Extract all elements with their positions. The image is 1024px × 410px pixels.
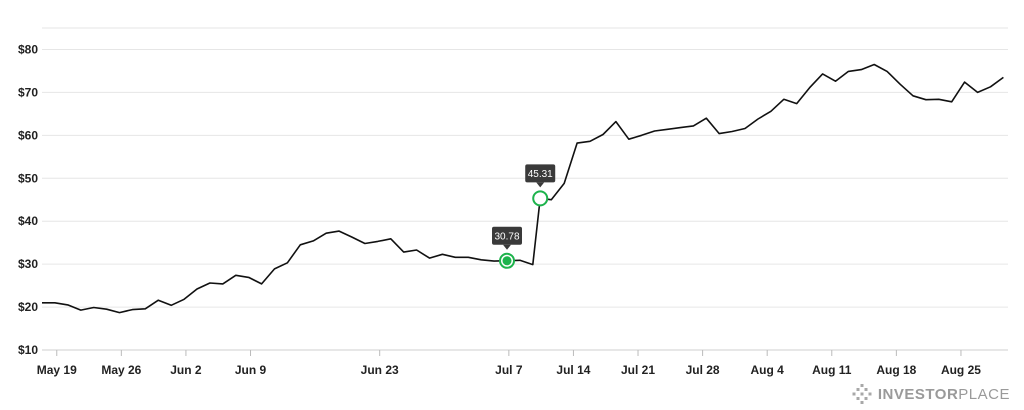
callout-label: 45.31 xyxy=(528,169,553,180)
x-tick-label: Aug 18 xyxy=(876,363,916,377)
x-tick-label: Jul 7 xyxy=(495,363,523,377)
x-tick-label: May 26 xyxy=(101,363,141,377)
callout-box xyxy=(525,164,556,183)
price-series xyxy=(42,63,1004,314)
x-tick-label: Jun 23 xyxy=(361,363,399,377)
entry-marker-dot xyxy=(502,256,512,266)
logo-mark-icon xyxy=(852,384,872,404)
y-tick-label: $30 xyxy=(18,257,38,271)
x-tick-label: Aug 25 xyxy=(941,363,981,377)
logo-text-place: PLACE xyxy=(958,385,1010,403)
investorplace-logo: INVESTORPLACE xyxy=(852,384,1010,404)
y-tick-label: $60 xyxy=(18,128,38,142)
y-tick-label: $10 xyxy=(18,343,38,357)
x-tick-label: Jun 2 xyxy=(170,363,202,377)
y-tick-label: $50 xyxy=(18,171,38,185)
callout-pointer xyxy=(536,182,545,188)
y-tick-label: $20 xyxy=(18,300,38,314)
x-tick-label: Jul 28 xyxy=(686,363,720,377)
price-line xyxy=(42,63,1004,314)
grid-lines xyxy=(42,27,1008,351)
y-axis: $10 $20 $30 $40 $50 $60 $70 $80 xyxy=(18,42,38,357)
x-axis: May 19 May 26 Jun 2 Jun 9 Jun 23 Jul 7 Jul 14 J… xyxy=(37,349,1008,377)
y-tick-label: $80 xyxy=(18,42,38,56)
x-tick-label: Aug 11 xyxy=(812,363,852,377)
logo-text-investor: INVESTOR xyxy=(877,385,959,403)
y-tick-label: $40 xyxy=(18,214,38,228)
x-tick-label: Jun 9 xyxy=(235,363,267,377)
exit-marker xyxy=(532,190,549,207)
x-tick-label: Aug 4 xyxy=(751,363,785,377)
y-tick-label: $70 xyxy=(18,85,38,99)
x-tick-label: Jul 14 xyxy=(556,363,590,377)
callout-pointer xyxy=(503,244,512,250)
annotations: 30.78 45.31 xyxy=(492,164,556,269)
x-tick-label: May 19 xyxy=(37,363,77,377)
x-tick-label: Jul 21 xyxy=(621,363,655,377)
callout-label: 30.78 xyxy=(494,231,519,242)
callout-box xyxy=(492,226,523,245)
